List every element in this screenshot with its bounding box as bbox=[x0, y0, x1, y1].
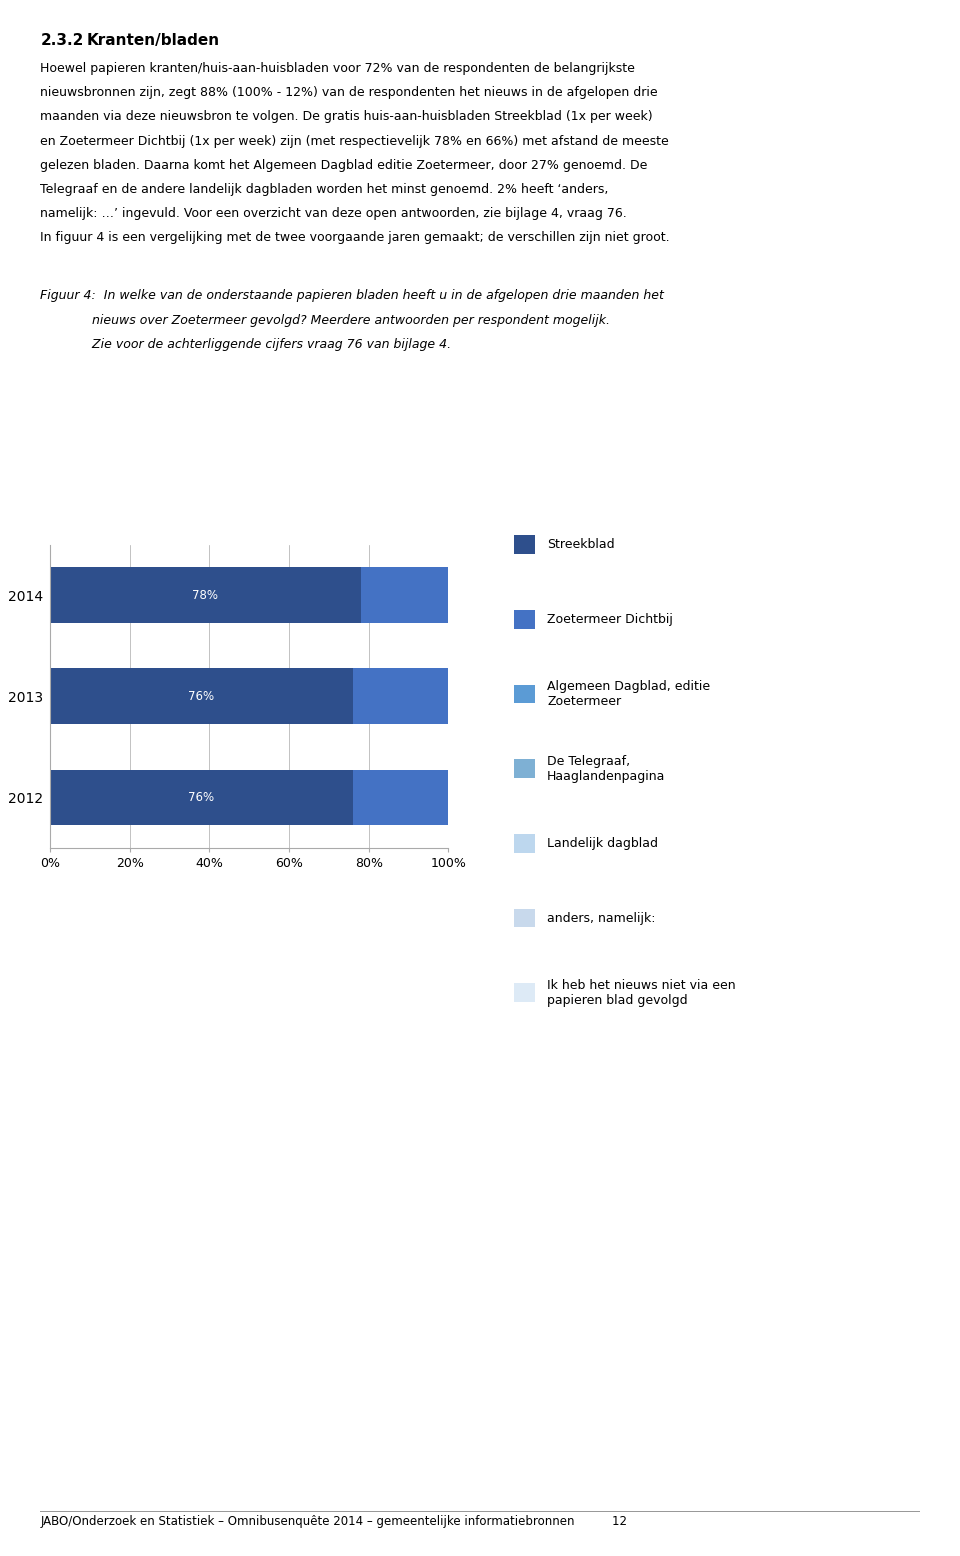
Bar bbox=[50, 669, 352, 724]
Text: nieuwsbronnen zijn, zegt 88% (100% - 12%) van de respondenten het nieuws in de a: nieuwsbronnen zijn, zegt 88% (100% - 12%… bbox=[40, 86, 658, 100]
Text: Ik heb het nieuws niet via een
papieren blad gevolgd: Ik heb het nieuws niet via een papieren … bbox=[547, 979, 735, 1007]
Bar bbox=[600, 669, 699, 724]
Text: 76%: 76% bbox=[188, 689, 214, 703]
Bar bbox=[708, 770, 747, 825]
Bar bbox=[50, 568, 361, 622]
Bar bbox=[699, 669, 732, 724]
Bar bbox=[361, 568, 624, 622]
Text: Algemeen Dagblad, editie
Zoetermeer: Algemeen Dagblad, editie Zoetermeer bbox=[547, 680, 710, 708]
Text: nieuws over Zoetermeer gevolgd? Meerdere antwoorden per respondent mogelijk.: nieuws over Zoetermeer gevolgd? Meerdere… bbox=[40, 314, 611, 327]
Bar bbox=[763, 568, 811, 622]
Bar bbox=[747, 770, 791, 825]
Bar bbox=[624, 568, 732, 622]
Text: Streekblad: Streekblad bbox=[547, 538, 614, 551]
Text: en Zoetermeer Dichtbij (1x per week) zijn (met respectievelijk 78% en 66%) met a: en Zoetermeer Dichtbij (1x per week) zij… bbox=[40, 135, 669, 148]
Text: 2.3.2: 2.3.2 bbox=[40, 34, 84, 48]
Bar bbox=[352, 669, 600, 724]
Text: Landelijk dagblad: Landelijk dagblad bbox=[547, 837, 659, 850]
Text: Figuur 4:  In welke van de onderstaande papieren bladen heeft u in de afgelopen : Figuur 4: In welke van de onderstaande p… bbox=[40, 289, 664, 302]
Text: anders, namelijk:: anders, namelijk: bbox=[547, 912, 656, 924]
Text: Hoewel papieren kranten/huis-aan-huisbladen voor 72% van de respondenten de bela: Hoewel papieren kranten/huis-aan-huisbla… bbox=[40, 62, 636, 75]
Text: Zie voor de achterliggende cijfers vraag 76 van bijlage 4.: Zie voor de achterliggende cijfers vraag… bbox=[40, 338, 451, 350]
Bar bbox=[352, 770, 591, 825]
Text: gelezen bladen. Daarna komt het Algemeen Dagblad editie Zoetermeer, door 27% gen: gelezen bladen. Daarna komt het Algemeen… bbox=[40, 159, 648, 171]
Text: Telegraaf en de andere landelijk dagbladen worden het minst genoemd. 2% heeft ‘a: Telegraaf en de andere landelijk dagblad… bbox=[40, 184, 609, 196]
Text: In figuur 4 is een vergelijking met de twee voorgaande jaren gemaakt; de verschi: In figuur 4 is een vergelijking met de t… bbox=[40, 232, 670, 244]
Bar bbox=[591, 770, 708, 825]
Text: maanden via deze nieuwsbron te volgen. De gratis huis-aan-huisbladen Streekblad : maanden via deze nieuwsbron te volgen. D… bbox=[40, 110, 653, 123]
Text: De Telegraaf,
Haaglandenpagina: De Telegraaf, Haaglandenpagina bbox=[547, 755, 665, 783]
Text: Zoetermeer Dichtbij: Zoetermeer Dichtbij bbox=[547, 613, 673, 626]
Bar bbox=[50, 770, 352, 825]
Text: 76%: 76% bbox=[188, 790, 214, 804]
Text: JABO/Onderzoek en Statistiek – Omnibusenquête 2014 – gemeentelijke informatiebro: JABO/Onderzoek en Statistiek – Omnibusen… bbox=[40, 1516, 627, 1528]
Bar bbox=[732, 568, 763, 622]
Text: namelijk: …’ ingevuld. Voor een overzicht van deze open antwoorden, zie bijlage : namelijk: …’ ingevuld. Voor een overzich… bbox=[40, 207, 627, 219]
Text: Kranten/bladen: Kranten/bladen bbox=[86, 34, 220, 48]
Bar bbox=[732, 669, 787, 724]
Text: 78%: 78% bbox=[192, 588, 218, 602]
